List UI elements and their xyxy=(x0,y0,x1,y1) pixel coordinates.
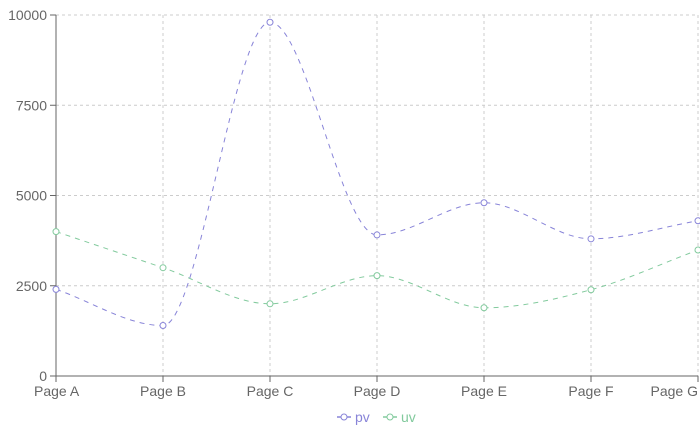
legend-item-uv[interactable]: uv xyxy=(383,409,416,425)
x-tick-label: Page G xyxy=(651,383,698,399)
legend-label: pv xyxy=(355,409,370,425)
series-line-pv xyxy=(55,21,699,327)
y-tick-label: 7500 xyxy=(16,97,47,113)
data-point-uv[interactable] xyxy=(694,246,700,254)
chart-series xyxy=(52,18,700,330)
legend-item-pv[interactable]: pv xyxy=(337,409,370,425)
data-point-uv[interactable] xyxy=(373,272,381,280)
data-point-pv[interactable] xyxy=(480,199,488,207)
data-point-uv[interactable] xyxy=(266,300,274,308)
y-tick-label: 2500 xyxy=(16,278,47,294)
y-tick-label: 0 xyxy=(39,368,47,384)
legend-marker-icon xyxy=(340,413,348,421)
data-point-pv[interactable] xyxy=(159,322,167,330)
chart-axes: 0 2500 5000 7500 10000 Page A Page B Page C Page… xyxy=(8,7,699,399)
x-tick-label: Page D xyxy=(354,383,401,399)
data-point-pv[interactable] xyxy=(587,235,595,243)
x-tick-label: Page A xyxy=(34,383,80,399)
data-point-pv[interactable] xyxy=(694,217,700,225)
x-tick-label: Page C xyxy=(247,383,294,399)
x-tick-label: Page F xyxy=(568,383,613,399)
y-tick-label: 5000 xyxy=(16,188,47,204)
x-tick-label: Page E xyxy=(461,383,507,399)
legend-label: uv xyxy=(401,409,416,425)
chart-legend: pv uv xyxy=(337,409,416,425)
data-point-uv[interactable] xyxy=(587,286,595,294)
data-point-pv[interactable] xyxy=(373,231,381,239)
chart-grid xyxy=(55,14,699,377)
legend-marker-icon xyxy=(386,413,394,421)
y-tick-label: 10000 xyxy=(8,7,47,23)
x-tick-label: Page B xyxy=(140,383,186,399)
data-point-pv[interactable] xyxy=(52,285,60,293)
data-point-uv[interactable] xyxy=(159,264,167,272)
data-point-pv[interactable] xyxy=(266,18,274,26)
data-point-uv[interactable] xyxy=(52,228,60,236)
data-point-uv[interactable] xyxy=(480,304,488,312)
